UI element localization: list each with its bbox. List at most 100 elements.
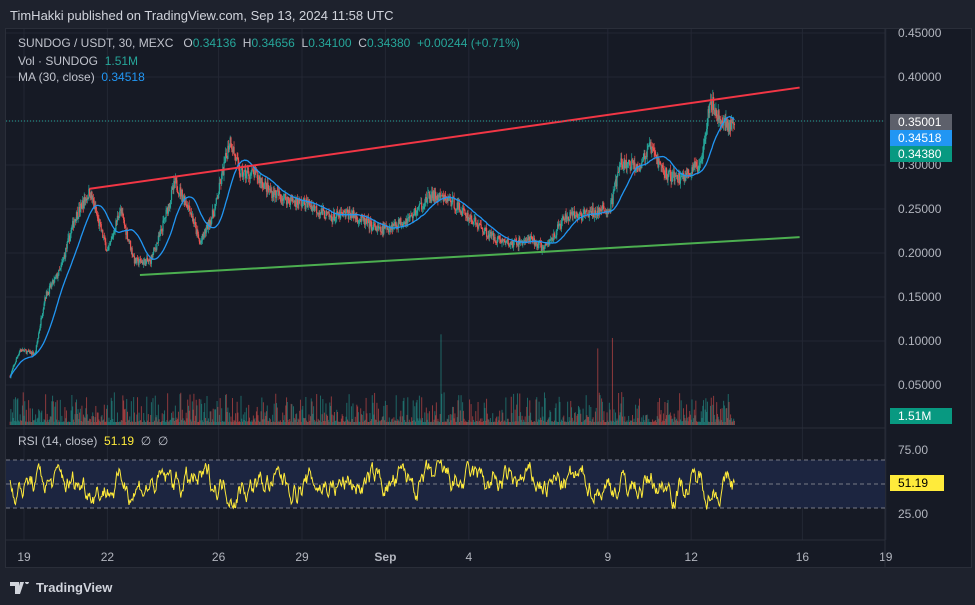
volume-bar <box>334 421 336 425</box>
candle-body <box>543 247 545 249</box>
volume-bar <box>408 421 410 425</box>
candle-body <box>421 202 423 210</box>
volume-bar <box>714 421 716 425</box>
volume-bar <box>172 411 174 425</box>
volume-bar <box>237 412 239 425</box>
ma-legend[interactable]: MA (30, close) 0.34518 <box>18 70 145 84</box>
candle-body <box>519 237 521 244</box>
candle-body <box>245 173 247 179</box>
volume-bar <box>564 421 566 425</box>
candle-body <box>661 165 663 166</box>
candle-body <box>335 216 337 219</box>
volume-bar <box>232 421 234 425</box>
candle-body <box>462 208 464 209</box>
volume-bar <box>144 421 146 425</box>
candle-body <box>650 141 652 153</box>
candle-body <box>250 173 252 175</box>
candle-body <box>469 215 471 219</box>
candle-body <box>561 218 563 222</box>
volume-bar <box>600 421 602 425</box>
volume-bar <box>158 419 160 425</box>
volume-bar <box>248 404 250 425</box>
volume-bar <box>360 408 362 425</box>
volume-bar <box>38 410 40 425</box>
volume-bar <box>591 421 593 425</box>
volume-bar <box>559 401 561 425</box>
volume-bar <box>462 402 464 425</box>
volume-bar <box>421 418 423 425</box>
volume-bar <box>668 415 670 425</box>
volume-bar <box>126 411 128 425</box>
candle-body <box>287 197 289 200</box>
candle-body <box>160 229 162 233</box>
symbol-title[interactable]: SUNDOG / USDT, 30, MEXC <box>18 36 174 50</box>
candle-body <box>357 219 359 223</box>
volume-bar <box>710 405 712 425</box>
candle-body <box>707 109 709 119</box>
candle-body <box>330 215 332 219</box>
candle-body <box>214 204 217 209</box>
candle-body <box>503 239 505 241</box>
volume-bar <box>624 416 626 425</box>
candle-body <box>237 158 239 161</box>
candle-body <box>462 208 464 216</box>
candle-body <box>445 200 448 203</box>
volume-bar <box>732 420 734 425</box>
candle-body <box>460 212 462 213</box>
volume-bar <box>378 420 380 425</box>
tradingview-logo[interactable]: TradingView <box>10 580 112 595</box>
candle-body <box>491 235 493 237</box>
candle-body <box>309 202 311 206</box>
candle-body <box>441 194 443 197</box>
candle-body <box>171 187 173 191</box>
volume-bar <box>335 420 337 425</box>
candle-body <box>160 229 163 231</box>
candle-body <box>290 197 292 201</box>
volume-bar <box>725 408 727 425</box>
volume-bar <box>318 420 320 425</box>
candle-body <box>472 221 474 225</box>
volume-bar <box>48 421 50 425</box>
volume-bar <box>295 414 297 425</box>
candle-body <box>86 198 88 201</box>
volume-bar <box>405 421 407 425</box>
rsi-legend[interactable]: RSI (14, close) 51.19 ∅ ∅ <box>18 434 168 448</box>
candle-body <box>230 137 232 148</box>
volume-bar <box>103 419 105 425</box>
candle-body <box>582 213 584 218</box>
volume-bar <box>519 393 521 425</box>
candle-body <box>499 238 501 240</box>
volume-bar <box>438 421 440 425</box>
volume-bar <box>26 421 28 425</box>
candle-body <box>210 221 212 224</box>
volume-bar <box>611 421 613 425</box>
volume-bar <box>485 420 487 425</box>
candle-body <box>234 154 237 161</box>
candle-body <box>713 109 715 111</box>
candle-body <box>709 103 711 114</box>
volume-bar <box>587 416 589 425</box>
volume-bar <box>540 419 542 425</box>
volume-bar <box>628 421 630 425</box>
candle-body <box>701 158 703 161</box>
volume-bar <box>45 421 47 425</box>
candle-body <box>336 211 339 213</box>
volume-bar <box>357 406 359 425</box>
volume-bar <box>58 420 60 425</box>
volume-bar <box>262 419 264 425</box>
candle-body <box>398 219 400 224</box>
candle-body <box>334 218 336 221</box>
volume-bar <box>31 408 33 425</box>
candle-body <box>695 161 697 163</box>
volume-bar <box>379 421 381 425</box>
volume-bar <box>692 421 694 425</box>
candle-body <box>155 248 157 250</box>
candle-body <box>312 205 315 207</box>
volume-bar <box>129 416 131 425</box>
volume-bar <box>442 421 444 425</box>
volume-legend[interactable]: Vol · SUNDOG 1.51M <box>18 54 138 68</box>
candle-body <box>134 258 136 264</box>
rsi-tick-label: 25.00 <box>898 507 928 521</box>
candle-body <box>311 205 313 211</box>
